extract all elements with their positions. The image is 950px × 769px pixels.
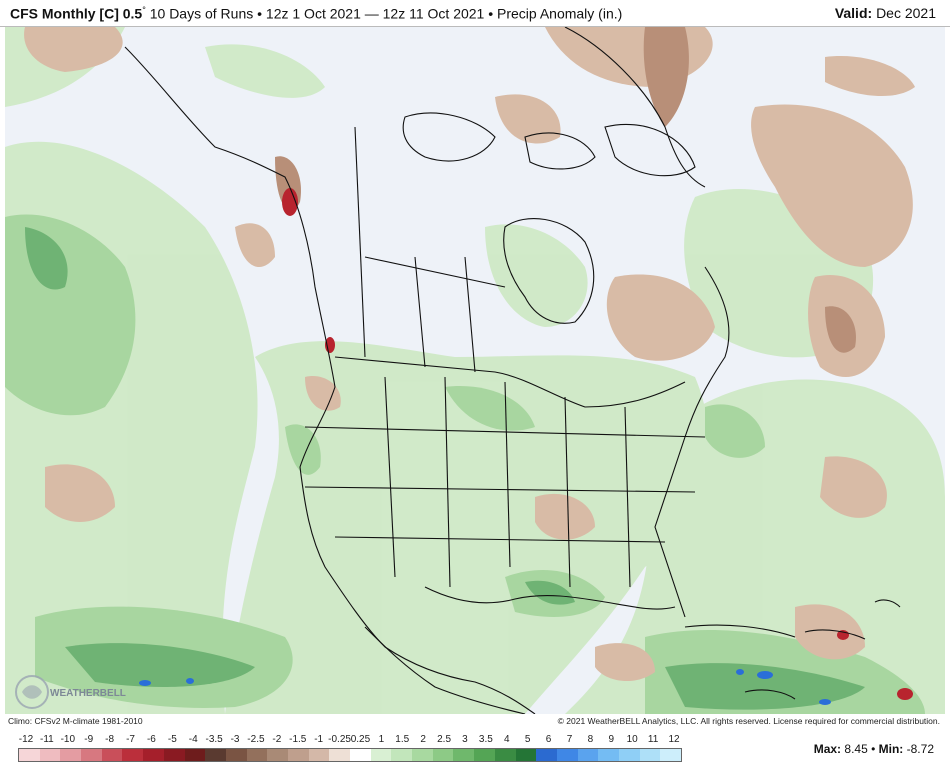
valid-date: Valid: Dec 2021 [835,5,936,21]
legend-swatch [660,749,681,761]
legend-label: -0.25 [328,734,351,745]
legend-swatch [184,749,206,761]
legend-label: -10 [60,734,76,745]
valid-label: Valid: [834,5,873,21]
weatherbell-logo: WEATHERBELL [12,668,130,716]
legend-swatch [618,749,640,761]
legend-label: 3 [462,734,468,745]
legend-swatch [494,749,516,761]
legend-swatch [391,749,413,761]
header-bar: CFS Monthly [C] 0.5° 10 Days of Runs • 1… [0,0,950,27]
dry-anomaly-light [24,27,915,682]
legend-label: 8 [587,734,594,745]
legend-swatch [39,749,61,761]
min-value: -8.72 [906,742,934,756]
map-canvas [5,27,945,714]
legend-label: 6 [545,734,552,745]
legend-label: 4 [503,734,510,745]
legend-swatch [267,749,288,761]
legend-label: 2.5 [437,734,452,745]
legend-swatch [143,749,164,761]
wet-anomaly-strong [139,669,831,705]
legend-swatch [536,749,557,761]
climo-note: Climo: CFSv2 M-climate 1981-2010 [5,716,146,726]
legend-swatch [370,749,392,761]
legend-swatch [474,749,495,761]
legend-label: 5 [524,734,531,745]
min-label: Min: [878,742,904,756]
legend-swatch [577,749,599,761]
legend-label: -6 [146,734,156,745]
precip-anomaly-map [5,27,945,714]
run-info: 10 Days of Runs • 12z 1 Oct 2021 — 12z 1… [149,5,623,22]
model-name: CFS Monthly [C] 0.5 [10,5,143,22]
legend-swatch [19,749,40,761]
legend-label: -8 [105,734,115,745]
legend-label: -3.5 [205,734,223,745]
legend-swatch [81,749,102,761]
legend-swatch [412,749,433,761]
legend-swatch [329,749,350,761]
legend-label: -1 [314,734,324,745]
legend-colorbar [18,748,682,762]
valid-value: Dec 2021 [876,5,936,21]
legend-label: 1 [378,734,385,745]
legend-label: -12 [18,734,34,745]
logo-text: WEATHERBELL [50,688,126,699]
legend-labels: -12 -11 -10 -9 -8 -7 -6 -5 -4 -3.5 -3 -2.5 -2 -1.5 -1-… [18,734,682,746]
legend-label: -2.5 [247,734,265,745]
legend-swatch [225,749,247,761]
legend-swatch [163,749,185,761]
legend-label: -5 [167,734,177,745]
separator: • [871,742,876,756]
degree-symbol: ° [142,5,146,15]
legend-swatch [639,749,661,761]
legend-label: 10 [626,734,638,745]
legend-label: -11 [40,734,54,745]
legend-swatch [556,749,578,761]
dry-anomaly-mid [275,27,856,353]
legend-swatch [598,749,619,761]
legend-swatch [350,749,371,761]
legend-label: -3 [230,734,240,745]
legend-swatch [101,749,123,761]
wet-anomaly-dark [25,227,865,710]
legend-label: 0.25 [350,734,371,745]
max-label: Max: [813,742,842,756]
legend-swatch [308,749,330,761]
legend-label: 2 [420,734,426,745]
legend-label: 11 [647,734,659,745]
legend-label: -9 [84,734,94,745]
max-min-readout: Max: 8.45 • Min: -8.72 [814,742,934,756]
legend-label: -1.5 [289,734,307,745]
legend-label: -2 [272,734,282,745]
legend-swatch [122,749,144,761]
legend-swatch [60,749,82,761]
legend-swatch [432,749,454,761]
legend-swatch [205,749,226,761]
legend-label: 12 [668,734,680,745]
legend-label: -7 [126,734,135,745]
map-title: CFS Monthly [C] 0.5° 10 Days of Runs • 1… [10,5,622,22]
max-value: 8.45 [844,742,868,756]
legend-label: 7 [566,734,573,745]
color-legend: -12 -11 -10 -9 -8 -7 -6 -5 -4 -3.5 -3 -2.5 -2 -1.5 -1-… [18,734,682,764]
legend-label: 1.5 [395,734,410,745]
legend-label: -4 [188,734,198,745]
legend-swatch [287,749,309,761]
boundaries [124,27,901,714]
legend-swatch [246,749,268,761]
legend-label: 3.5 [478,734,493,745]
legend-swatch [515,749,537,761]
copyright-notice: © 2021 WeatherBELL Analytics, LLC. All r… [554,716,943,726]
legend-label: 9 [608,734,615,745]
legend-swatch [453,749,475,761]
